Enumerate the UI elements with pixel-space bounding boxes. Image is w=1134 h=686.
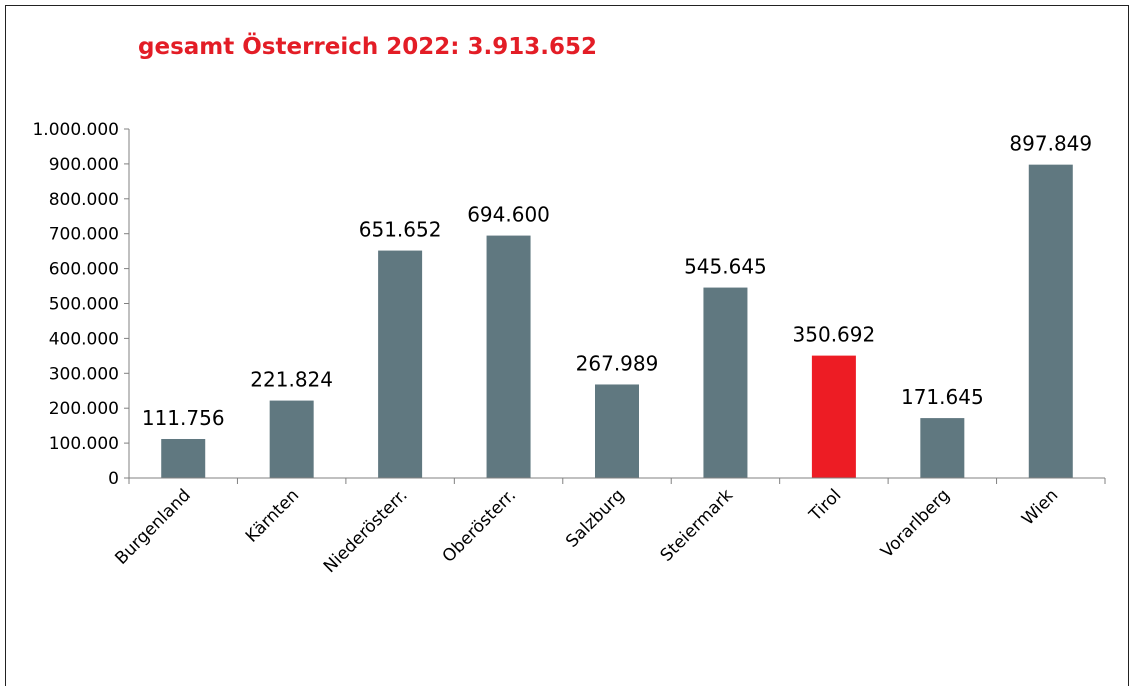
category-label-3: Oberösterr. [439,485,520,566]
chart-frame [5,5,1129,686]
bar-8 [1028,164,1073,478]
data-label-5: 545.645 [684,255,767,279]
y-tick-label: 100.000 [49,434,119,454]
data-label-7: 171.645 [901,385,984,409]
x-axis: Burgenland Kärnten Niederösterr. Oberösterr… [111,477,1106,577]
bar-4 [595,384,639,478]
category-label-8: Wien [1018,485,1062,529]
data-label-0: 111.756 [142,406,225,430]
y-tick-label: 700.000 [49,225,119,245]
category-label-1: Kärnten [242,485,303,546]
chart-title: gesamt Österreich 2022: 3.913.652 [138,34,597,60]
y-tick-label: 1.000.000 [32,120,119,140]
data-label-2: 651.652 [359,218,442,242]
category-label-0: Burgenland [111,485,194,568]
y-tick-label: 400.000 [49,329,119,349]
data-label-6: 350.692 [793,323,876,347]
data-label-4: 267.989 [576,351,659,375]
category-label-5: Steiermark [657,485,737,565]
category-label-2: Niederösterr. [320,485,412,577]
y-tick-label: 800.000 [49,190,119,210]
y-tick-label: 600.000 [49,260,119,280]
y-tick-label: 500.000 [49,295,119,315]
y-tick-label: 0 [108,469,119,489]
y-tick-label: 900.000 [49,155,119,175]
category-label-4: Salzburg [562,485,628,551]
bar-6 [811,355,856,478]
bar-2 [378,250,423,478]
y-axis: 0 100.000 200.000 300.000 400.000 500.000 600.… [32,120,130,489]
data-label-1: 221.824 [250,368,333,392]
data-labels: 111.756 221.824 651.652 694.600 267.989 545.6… [142,132,1092,430]
bar-3 [486,235,531,478]
category-label-7: Vorarlberg [877,485,954,562]
data-label-3: 694.600 [467,203,550,227]
bar-0 [161,438,206,478]
bar-7 [920,418,965,478]
y-tick-label: 200.000 [49,399,119,419]
data-label-8: 897.849 [1009,132,1092,156]
bar-5 [703,287,748,478]
category-label-6: Tirol [805,485,846,526]
bars [161,164,1073,478]
y-tick-label: 300.000 [49,364,119,384]
bar-1 [269,400,314,478]
